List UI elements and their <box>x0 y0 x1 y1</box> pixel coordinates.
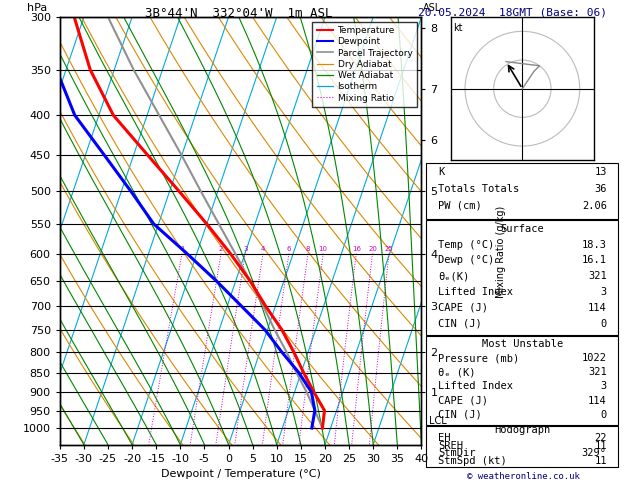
Text: kt: kt <box>454 23 463 33</box>
Text: 16.1: 16.1 <box>582 255 607 265</box>
Text: EH: EH <box>438 433 450 443</box>
Text: 3: 3 <box>601 382 607 391</box>
Text: 321: 321 <box>588 271 607 281</box>
X-axis label: Dewpoint / Temperature (°C): Dewpoint / Temperature (°C) <box>160 469 321 479</box>
Text: 36: 36 <box>594 184 607 194</box>
Text: Lifted Index: Lifted Index <box>438 382 513 391</box>
Text: 11: 11 <box>594 441 607 451</box>
Text: K: K <box>438 167 444 177</box>
Text: 1: 1 <box>180 246 184 252</box>
Text: 114: 114 <box>588 396 607 405</box>
Text: θₑ(K): θₑ(K) <box>438 271 469 281</box>
Text: Hodograph: Hodograph <box>494 425 550 435</box>
Text: StmDir: StmDir <box>438 448 476 458</box>
Text: Most Unstable: Most Unstable <box>482 339 563 349</box>
Text: CIN (J): CIN (J) <box>438 318 482 329</box>
Text: Pressure (mb): Pressure (mb) <box>438 353 519 363</box>
Text: 13: 13 <box>594 167 607 177</box>
Text: 0: 0 <box>601 410 607 420</box>
Text: Surface: Surface <box>501 224 544 234</box>
Text: 329°: 329° <box>582 448 607 458</box>
Text: 4: 4 <box>261 246 265 252</box>
Text: hPa: hPa <box>27 3 47 13</box>
Text: CAPE (J): CAPE (J) <box>438 303 488 312</box>
Text: 3B°44'N  332°04'W  1m ASL: 3B°44'N 332°04'W 1m ASL <box>145 7 333 20</box>
Text: Temp (°C): Temp (°C) <box>438 240 494 250</box>
Text: 1022: 1022 <box>582 353 607 363</box>
Text: 25: 25 <box>384 246 393 252</box>
Text: 20: 20 <box>368 246 377 252</box>
Text: 20.05.2024  18GMT (Base: 06): 20.05.2024 18GMT (Base: 06) <box>418 7 607 17</box>
Text: SREH: SREH <box>438 441 463 451</box>
Text: LCL: LCL <box>429 416 447 426</box>
Text: km
ASL: km ASL <box>423 0 442 13</box>
Text: θₑ (K): θₑ (K) <box>438 367 476 377</box>
Text: 3: 3 <box>601 287 607 297</box>
Text: 2: 2 <box>219 246 223 252</box>
Text: PW (cm): PW (cm) <box>438 201 482 211</box>
Text: CIN (J): CIN (J) <box>438 410 482 420</box>
Text: 11: 11 <box>594 456 607 466</box>
Text: © weatheronline.co.uk: © weatheronline.co.uk <box>467 472 580 481</box>
Text: 6: 6 <box>287 246 291 252</box>
Text: 16: 16 <box>352 246 361 252</box>
Text: 2.06: 2.06 <box>582 201 607 211</box>
Legend: Temperature, Dewpoint, Parcel Trajectory, Dry Adiabat, Wet Adiabat, Isotherm, Mi: Temperature, Dewpoint, Parcel Trajectory… <box>312 21 417 107</box>
Text: Totals Totals: Totals Totals <box>438 184 519 194</box>
Text: 10: 10 <box>319 246 328 252</box>
Text: 114: 114 <box>588 303 607 312</box>
Text: Mixing Ratio (g/kg): Mixing Ratio (g/kg) <box>496 206 506 298</box>
Text: 0: 0 <box>601 318 607 329</box>
Text: 321: 321 <box>588 367 607 377</box>
Text: CAPE (J): CAPE (J) <box>438 396 488 405</box>
Text: Dewp (°C): Dewp (°C) <box>438 255 494 265</box>
Text: 3: 3 <box>243 246 247 252</box>
Text: StmSpd (kt): StmSpd (kt) <box>438 456 507 466</box>
Text: 8: 8 <box>306 246 310 252</box>
Text: Lifted Index: Lifted Index <box>438 287 513 297</box>
Text: 22: 22 <box>594 433 607 443</box>
Text: 18.3: 18.3 <box>582 240 607 250</box>
